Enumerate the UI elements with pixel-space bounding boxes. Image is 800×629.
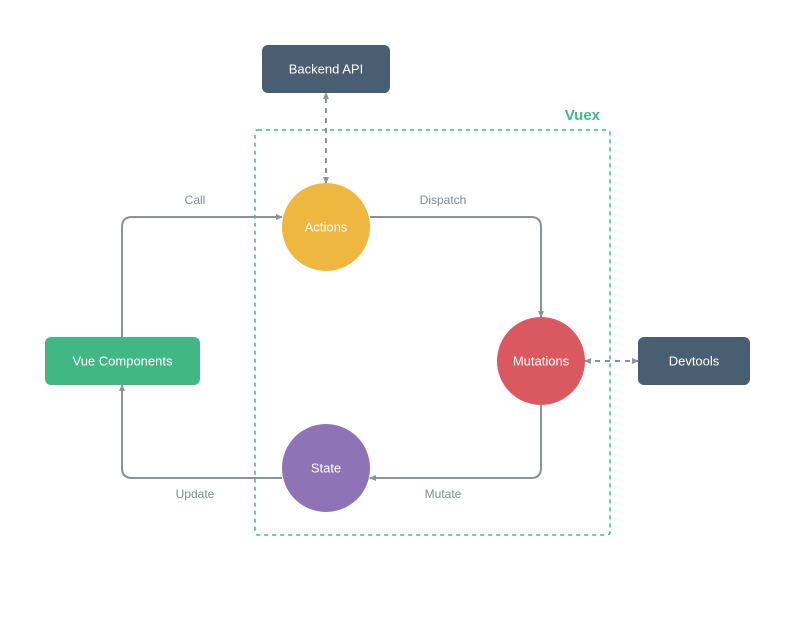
edge-label-mutate: Mutate (425, 487, 462, 501)
edge-mutate (370, 405, 541, 478)
node-label-backend_api: Backend API (289, 62, 363, 77)
node-label-state: State (311, 461, 341, 476)
edge-label-call: Call (185, 193, 206, 207)
node-label-actions: Actions (305, 220, 348, 235)
edge-call (122, 217, 282, 337)
node-label-vue_components: Vue Components (73, 354, 173, 369)
node-label-devtools: Devtools (669, 354, 720, 369)
edge-dispatch (370, 217, 541, 317)
edge-update (122, 385, 282, 478)
node-label-mutations: Mutations (513, 354, 570, 369)
edge-label-dispatch: Dispatch (420, 193, 467, 207)
vuex-label: Vuex (565, 107, 601, 124)
edge-label-update: Update (176, 487, 215, 501)
vuex-flow-diagram: Vuex Call Dispatch Mutate Update Backend API D… (0, 0, 800, 629)
